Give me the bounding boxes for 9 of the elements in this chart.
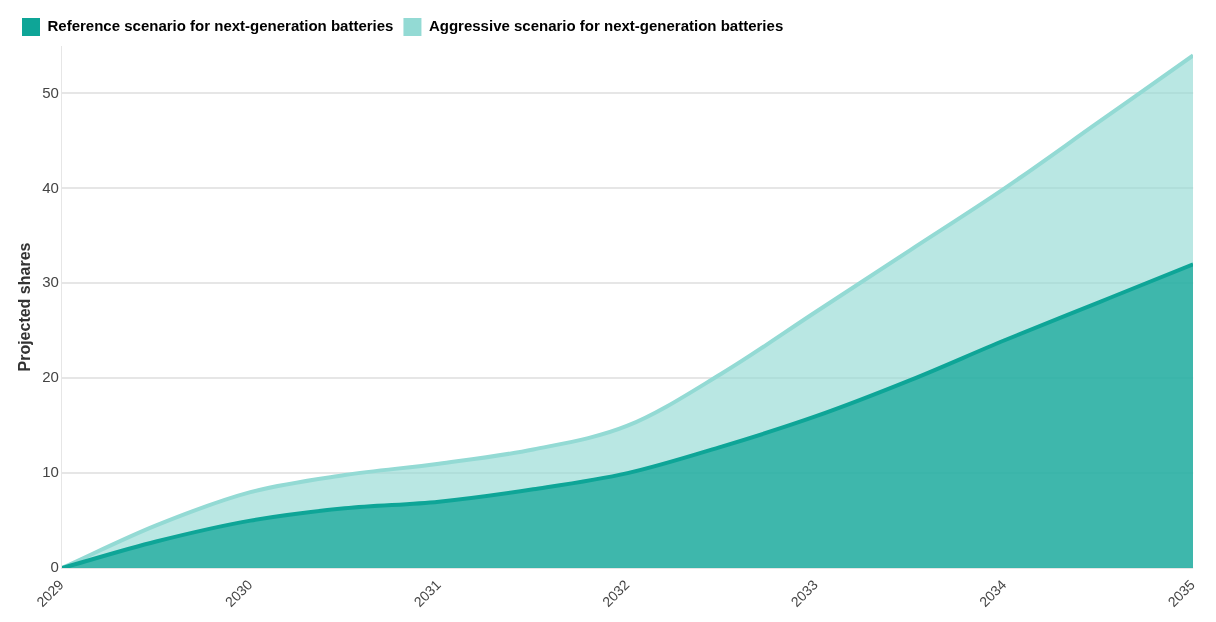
y-axis-title: Projected shares [16,242,34,372]
y-tick-label: 50 [42,83,59,101]
y-tick-label: 0 [50,558,59,576]
legend-label: Reference scenario for next-generation batteries [47,17,394,35]
y-tick-label: 10 [42,463,59,481]
y-tick-label: 20 [42,368,59,386]
y-tick-label: 40 [42,178,59,196]
y-tick-label: 30 [42,273,59,291]
legend-label: Aggressive scenario for next-generation batteries [428,17,784,35]
